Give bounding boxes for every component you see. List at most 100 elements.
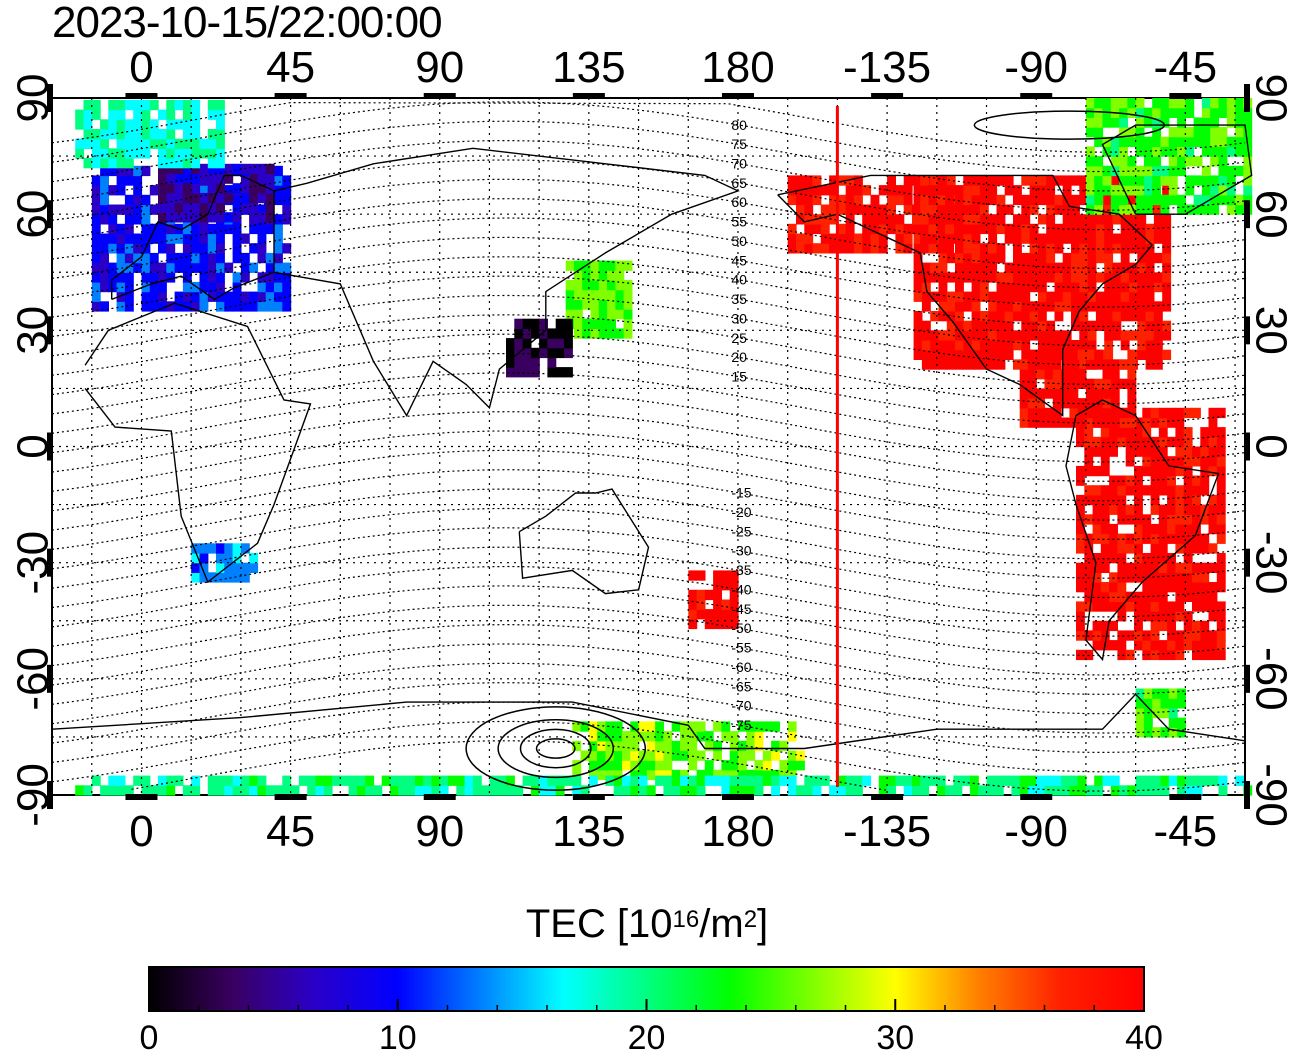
mlat-label: 55 [731, 214, 747, 230]
bottom-lon-label: 135 [552, 807, 625, 856]
right-lat-label: 0 [1246, 434, 1294, 458]
mlat-label: 65 [731, 175, 747, 191]
tec-region-japan [565, 260, 633, 339]
mlat-contour [51, 720, 1246, 792]
mlat-label: -15 [731, 485, 751, 501]
south-pole-contour [535, 738, 576, 759]
mlat-label: -60 [731, 659, 751, 675]
mlat-contour [131, 740, 888, 791]
mlat-label: 70 [731, 156, 747, 172]
top-lon-label: 90 [415, 43, 464, 92]
mlat-contour [51, 391, 1246, 463]
mlat-contour [51, 178, 1246, 250]
mlat-label: -40 [731, 581, 751, 597]
mlat-contour [51, 604, 1246, 676]
mlat-contour [51, 449, 1246, 521]
tec-region-greenland-arctic [1085, 98, 1253, 215]
mlat-contour [51, 411, 1246, 482]
mlat-label: -65 [731, 678, 751, 694]
top-lon-label: 135 [552, 43, 625, 92]
top-lon-label: 45 [266, 43, 315, 92]
colorbar-tick-label: 40 [1125, 1019, 1163, 1057]
mlat-contour [51, 565, 1246, 637]
tec-region-new-zealand [688, 570, 739, 630]
mlat-contour [51, 430, 1246, 502]
top-lon-label: 180 [701, 43, 774, 92]
tec-region-antarctica-ross [572, 721, 805, 781]
bottom-lon-label: 90 [415, 807, 464, 856]
mlat-label: 15 [731, 368, 747, 384]
tec-region-caribbean [1019, 349, 1137, 428]
mlat-contour [51, 372, 1246, 444]
tec-regions [75, 98, 1253, 796]
tec-region-antarctica-rim [1135, 688, 1186, 738]
right-lat-label: 90 [1246, 74, 1294, 123]
mlat-label: 25 [731, 330, 747, 346]
mlat-contour [51, 488, 1246, 560]
bottom-lon-label: 180 [701, 807, 774, 856]
top-lon-label: -45 [1154, 43, 1218, 92]
mlat-contour [51, 643, 1246, 715]
mlat-contour [51, 139, 1246, 211]
mlat-label: -35 [731, 562, 751, 578]
right-latitude-labels: 90 60 30 0 -30 -60 -90 [1244, 74, 1294, 827]
right-lat-label: -30 [1246, 531, 1294, 595]
tec-region-alaska-canada-west [787, 175, 954, 254]
colorbar-tick-label: 30 [876, 1019, 915, 1057]
mlat-contour [51, 585, 1246, 657]
mlat-label: 80 [731, 117, 747, 133]
colorbar-tick-label: 10 [378, 1019, 417, 1057]
right-lat-label: -60 [1246, 647, 1294, 711]
magnetic-latitude-labels: 80 75 70 65 60 55 50 45 40 35 30 25 20 15 -15 -20 -25 -30… [731, 117, 751, 733]
mlat-label: 45 [731, 252, 747, 268]
right-lat-label: 30 [1246, 306, 1294, 355]
tec-region-south-pole-band [75, 775, 1253, 796]
tec-region-south-africa [191, 543, 259, 583]
mlat-contour [51, 662, 1246, 734]
mlat-contour [51, 314, 1246, 386]
south-pole-contour [465, 706, 647, 791]
mlat-contour [51, 507, 1246, 579]
south-pole-contour [519, 728, 592, 769]
tec-region-china-east [506, 318, 573, 378]
colorbar-title: TEC [1016/m2] [525, 902, 769, 946]
mlat-contour [51, 275, 1246, 347]
top-lon-label: 0 [129, 43, 153, 92]
bottom-longitude-labels: 0 45 90 135 180 -135 -90 -45 [125, 794, 1218, 856]
top-lon-label: -135 [843, 43, 931, 92]
bottom-lon-label: -45 [1154, 807, 1218, 856]
coastlines [51, 124, 1253, 750]
mlat-contour [51, 256, 1246, 328]
mlat-label: 40 [731, 272, 747, 288]
mlat-contour [51, 236, 1246, 308]
colorbar-tick-label: 0 [139, 1019, 159, 1057]
mlat-contour [51, 333, 1246, 405]
mlat-contour [51, 101, 1246, 153]
bottom-lon-label: 45 [266, 807, 315, 856]
top-lon-label: -90 [1004, 43, 1068, 92]
right-lat-label: -90 [1246, 763, 1294, 827]
tec-region-south-america [1076, 407, 1226, 661]
mlat-label: -75 [731, 717, 751, 733]
mlat-label: -25 [731, 523, 751, 539]
tec-region-arctic-europe [75, 99, 225, 169]
mlat-contour [51, 682, 1246, 754]
mlat-contour [51, 546, 1246, 618]
bottom-lon-label: -90 [1004, 807, 1068, 856]
mlat-label: 20 [731, 349, 747, 365]
mlat-contour [51, 469, 1246, 541]
colorbar-ticks [148, 999, 1145, 1011]
mlat-contour [51, 701, 1246, 773]
mlat-contour [51, 101, 1246, 173]
mlat-label: 50 [731, 233, 747, 249]
mlat-label: -30 [731, 543, 751, 559]
mlat-contour [51, 352, 1246, 424]
mlat-contour [51, 294, 1246, 366]
mlat-label: -45 [731, 601, 751, 617]
top-longitude-labels: 0 45 90 135 180 -135 -90 -45 [125, 43, 1218, 99]
mlat-label: 75 [731, 136, 747, 152]
mlat-label: -50 [731, 620, 751, 636]
mlat-contour [51, 120, 1246, 192]
